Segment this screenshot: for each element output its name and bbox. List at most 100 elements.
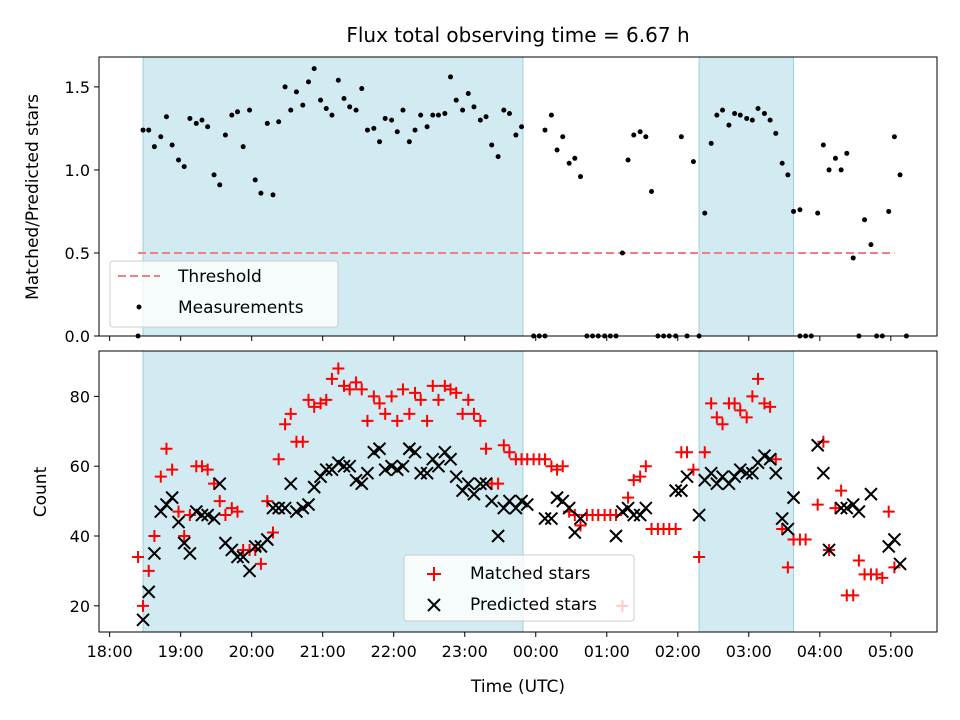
matched-star-marker <box>426 379 439 392</box>
matched-star-marker <box>835 484 848 497</box>
x-tick-label: 03:00 <box>726 642 772 661</box>
matched-star-marker <box>888 561 901 574</box>
predicted-star-marker <box>165 490 179 505</box>
predicted-star-marker <box>230 550 245 564</box>
measurement-point <box>341 96 347 102</box>
measurement-point <box>229 112 235 118</box>
legend-measurement-swatch <box>136 304 142 310</box>
matched-star-marker <box>142 564 155 577</box>
matched-star-marker <box>681 446 694 459</box>
x-tick-label: 18:00 <box>87 642 133 661</box>
predicted-star-marker <box>200 508 215 522</box>
x-tick-label: 22:00 <box>371 642 417 661</box>
x-tick-label: 01:00 <box>584 642 630 661</box>
matched-star-marker <box>497 439 510 452</box>
measurement-point <box>495 154 501 160</box>
matched-star-marker <box>296 435 309 448</box>
predicted-star-marker <box>413 466 428 480</box>
predicted-star-marker <box>573 511 588 526</box>
measurement-point <box>382 115 388 121</box>
predicted-star-marker <box>278 501 292 515</box>
predicted-star-marker <box>864 487 878 501</box>
measurement-point <box>364 127 370 133</box>
matched-star-marker <box>414 393 427 406</box>
matched-star-marker <box>261 495 274 508</box>
measurement-point <box>400 107 406 113</box>
measurement-point <box>737 112 743 118</box>
measurement-point <box>169 142 175 148</box>
matched-star-marker <box>467 407 480 420</box>
matched-star-marker <box>409 386 422 399</box>
shaded-interval <box>698 56 795 337</box>
matched-star-marker <box>634 470 647 483</box>
predicted-star-marker <box>473 476 488 491</box>
measurement-point <box>566 160 572 166</box>
matched-star-marker <box>556 460 569 473</box>
predicted-star-marker <box>893 557 907 571</box>
measurement-point <box>471 104 477 110</box>
measurement-point <box>690 159 696 165</box>
measurement-point <box>258 190 264 196</box>
y-tick-label: 20 <box>70 597 90 616</box>
measurement-point <box>755 105 761 111</box>
bottom-y-axis-label: Count <box>31 466 51 517</box>
predicted-star-marker <box>266 501 280 515</box>
measurement-point <box>306 79 311 85</box>
measurement-point <box>311 66 317 72</box>
measurement-point <box>359 86 365 92</box>
measurement-point <box>430 112 436 118</box>
predicted-star-marker <box>763 452 777 466</box>
matched-star-marker <box>734 404 747 417</box>
measurement-point <box>726 122 732 128</box>
predicted-star-marker <box>378 462 392 477</box>
x-tick-label: 02:00 <box>655 642 701 661</box>
measurement-point <box>211 172 217 178</box>
matched-star-marker <box>231 505 244 518</box>
measurement-point <box>513 132 519 138</box>
y-tick-label: 0.0 <box>65 327 90 346</box>
matched-star-marker <box>705 397 718 410</box>
measurement-point <box>619 250 625 256</box>
measurement-point <box>838 167 844 173</box>
legend-predicted-label: Predicted stars <box>470 595 597 615</box>
measurement-point <box>844 150 850 156</box>
measurement-point <box>270 192 276 198</box>
measurement-point <box>542 127 548 133</box>
matched-star-marker <box>137 599 150 612</box>
measurement-point <box>300 102 306 108</box>
bottom-axes-frame <box>98 350 938 633</box>
matched-star-marker <box>284 407 297 420</box>
y-tick-label: 1.0 <box>65 161 90 180</box>
bottom-x-axis: 18:00 19:00 20:00 21:00 22:00 23:00 00:00 01:00… <box>87 632 914 661</box>
measurement-point <box>247 107 253 113</box>
matched-stars-markers <box>132 362 901 612</box>
x-tick-label: 19:00 <box>158 642 204 661</box>
measurement-point <box>377 139 383 145</box>
predicted-star-marker <box>342 459 357 473</box>
predicted-star-marker <box>562 501 576 515</box>
y-tick-label: 40 <box>70 527 90 546</box>
measurement-point <box>678 134 684 140</box>
matched-star-marker <box>332 362 345 375</box>
measurement-point <box>199 117 205 123</box>
predicted-star-marker <box>449 469 463 484</box>
chart-title: Flux total observing time = 6.67 h <box>346 23 689 47</box>
measurement-point <box>442 110 448 116</box>
predicted-star-marker <box>822 543 836 557</box>
matched-star-marker <box>698 446 711 459</box>
matched-star-marker <box>847 589 860 602</box>
predicted-star-marker <box>834 501 848 515</box>
matched-star-marker <box>716 418 729 431</box>
measurement-point <box>832 155 838 161</box>
matched-star-marker <box>432 393 445 406</box>
measurement-point <box>353 107 359 113</box>
matched-star-marker <box>764 400 777 413</box>
measurement-point <box>412 127 418 133</box>
measurement-point <box>815 210 821 216</box>
matched-star-marker <box>355 383 368 396</box>
predicted-star-marker <box>491 529 505 543</box>
predicted-star-marker <box>538 511 552 526</box>
predicted-star-marker <box>260 532 275 547</box>
predicted-star-marker <box>704 466 718 480</box>
